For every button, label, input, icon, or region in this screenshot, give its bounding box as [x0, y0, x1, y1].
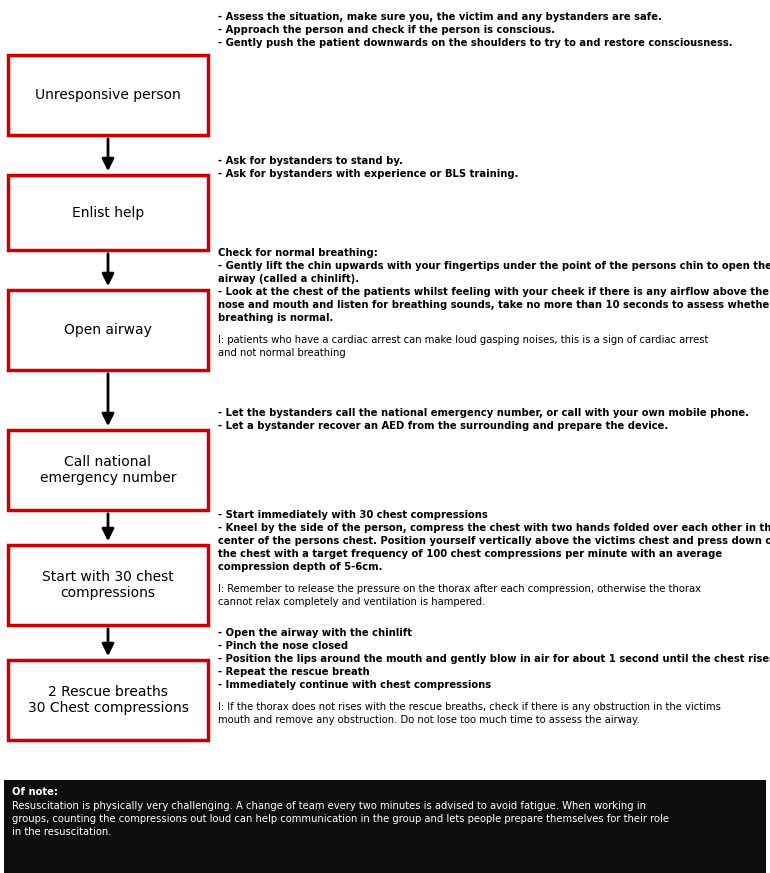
Text: breathing is normal.: breathing is normal.: [218, 313, 333, 323]
Text: - Let the bystanders call the national emergency number, or call with your own m: - Let the bystanders call the national e…: [218, 408, 749, 418]
Text: Check for normal breathing:: Check for normal breathing:: [218, 248, 378, 258]
Text: - Position the lips around the mouth and gently blow in air for about 1 second u: - Position the lips around the mouth and…: [218, 654, 770, 664]
Bar: [8, 290, 208, 370]
Text: compression depth of 5-6cm.: compression depth of 5-6cm.: [218, 562, 383, 572]
Text: in the resuscitation.: in the resuscitation.: [12, 827, 112, 837]
Bar: [8, 55, 208, 135]
Text: Unresponsive person: Unresponsive person: [35, 88, 181, 102]
Text: - Assess the situation, make sure you, the victim and any bystanders are safe.: - Assess the situation, make sure you, t…: [218, 12, 662, 22]
Bar: [8, 660, 208, 740]
Text: mouth and remove any obstruction. Do not lose too much time to assess the airway: mouth and remove any obstruction. Do not…: [218, 715, 640, 725]
Text: and not normal breathing: and not normal breathing: [218, 348, 346, 358]
Text: - Repeat the rescue breath: - Repeat the rescue breath: [218, 667, 370, 677]
Text: - Immediately continue with chest compressions: - Immediately continue with chest compre…: [218, 680, 491, 690]
Text: I: patients who have a cardiac arrest can make loud gasping noises, this is a si: I: patients who have a cardiac arrest ca…: [218, 335, 708, 345]
Text: Open airway: Open airway: [64, 323, 152, 337]
Text: cannot relax completely and ventilation is hampered.: cannot relax completely and ventilation …: [218, 597, 485, 607]
Text: - Let a bystander recover an AED from the surrounding and prepare the device.: - Let a bystander recover an AED from th…: [218, 421, 668, 431]
Text: - Gently push the patient downwards on the shoulders to try to and restore consc: - Gently push the patient downwards on t…: [218, 38, 732, 48]
Bar: [8, 430, 208, 510]
Text: - Pinch the nose closed: - Pinch the nose closed: [218, 641, 348, 651]
Text: Call national
emergency number: Call national emergency number: [40, 455, 176, 485]
Text: - Kneel by the side of the person, compress the chest with two hands folded over: - Kneel by the side of the person, compr…: [218, 523, 770, 533]
Text: - Approach the person and check if the person is conscious.: - Approach the person and check if the p…: [218, 25, 555, 35]
Text: - Start immediately with 30 chest compressions: - Start immediately with 30 chest compre…: [218, 510, 487, 520]
Bar: [8, 175, 208, 250]
Text: Resuscitation is physically very challenging. A change of team every two minutes: Resuscitation is physically very challen…: [12, 801, 646, 811]
Text: 2 Rescue breaths
30 Chest compressions: 2 Rescue breaths 30 Chest compressions: [28, 685, 189, 715]
Text: groups, counting the compressions out loud can help communication in the group a: groups, counting the compressions out lo…: [12, 814, 669, 824]
Text: center of the persons chest. Position yourself vertically above the victims ches: center of the persons chest. Position yo…: [218, 536, 770, 546]
Text: the chest with a target frequency of 100 chest compressions per minute with an a: the chest with a target frequency of 100…: [218, 549, 722, 559]
Text: - Look at the chest of the patients whilst feeling with your cheek if there is a: - Look at the chest of the patients whil…: [218, 287, 769, 297]
Text: Start with 30 chest
compressions: Start with 30 chest compressions: [42, 570, 174, 600]
Text: Of note:: Of note:: [12, 787, 58, 797]
Text: I: If the thorax does not rises with the rescue breaths, check if there is any o: I: If the thorax does not rises with the…: [218, 702, 721, 712]
Text: Enlist help: Enlist help: [72, 205, 144, 219]
Text: - Gently lift the chin upwards with your fingertips under the point of the perso: - Gently lift the chin upwards with your…: [218, 261, 770, 271]
Text: I: Remember to release the pressure on the thorax after each compression, otherw: I: Remember to release the pressure on t…: [218, 584, 701, 595]
Bar: [4, 780, 766, 873]
Text: nose and mouth and listen for breathing sounds, take no more than 10 seconds to : nose and mouth and listen for breathing …: [218, 300, 770, 310]
Text: - Ask for bystanders with experience or BLS training.: - Ask for bystanders with experience or …: [218, 169, 518, 179]
Bar: [8, 545, 208, 625]
Text: airway (called a chinlift).: airway (called a chinlift).: [218, 274, 359, 284]
Text: - Ask for bystanders to stand by.: - Ask for bystanders to stand by.: [218, 156, 403, 166]
Text: - Open the airway with the chinlift: - Open the airway with the chinlift: [218, 628, 412, 638]
